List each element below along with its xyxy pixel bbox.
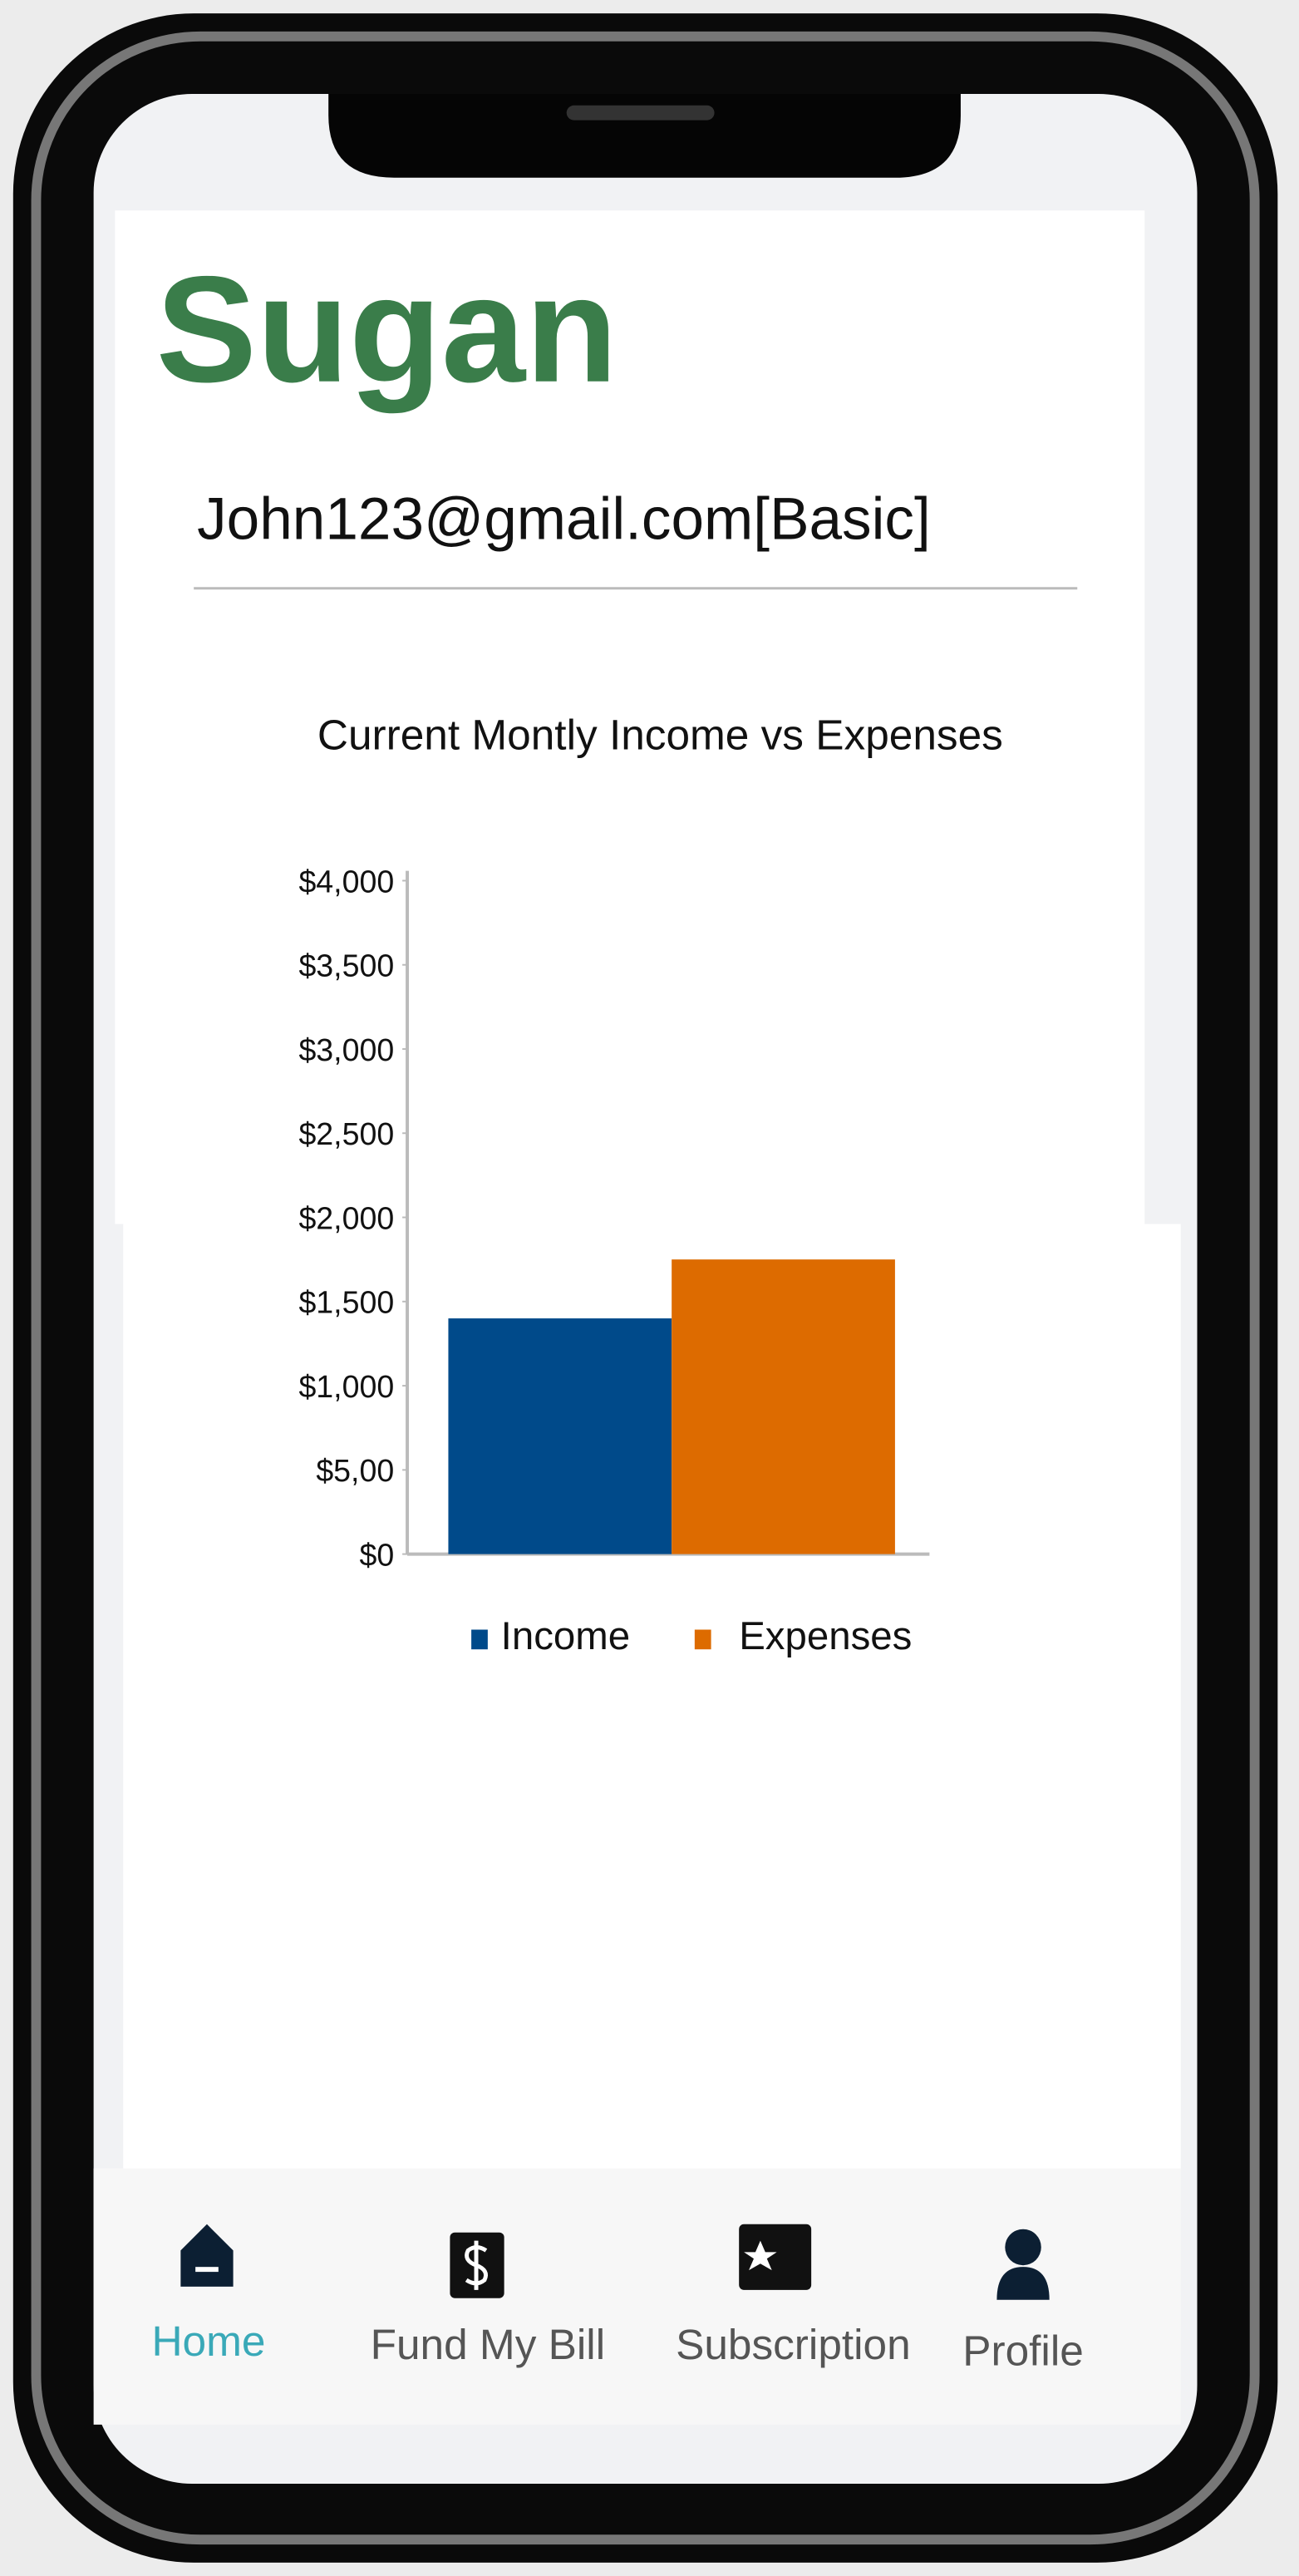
home-icon[interactable] <box>180 2224 234 2287</box>
y-tick-label: $1,500 <box>298 1285 394 1320</box>
account: John123@gmail.com[Basic] <box>197 486 931 552</box>
home-icon-detail <box>195 2267 219 2273</box>
legend-label: Income <box>501 1614 630 1658</box>
subscription-icon-detail <box>744 2240 777 2271</box>
y-tick-label: $5,00 <box>316 1453 394 1488</box>
y-tick-label: $2,500 <box>298 1116 394 1151</box>
y-tick-label: $0 <box>359 1537 394 1572</box>
chart-title: Current Montly Income vs Expenses <box>317 710 1003 758</box>
bar <box>448 1318 672 1554</box>
phone-bezel <box>31 31 1260 2545</box>
fund-icon-detail <box>465 2240 488 2290</box>
app-title: Sugan <box>156 244 618 414</box>
y-tick-label: $3,000 <box>298 1032 394 1067</box>
legend-label: Expenses <box>739 1614 912 1658</box>
y-tick-label: $1,000 <box>298 1369 394 1404</box>
legend-swatch <box>694 1629 711 1650</box>
nav-item[interactable]: Fund My Bill <box>371 2320 606 2368</box>
legend-swatch <box>471 1629 488 1650</box>
bar <box>672 1259 895 1554</box>
notch <box>328 93 961 178</box>
y-tick-label: $4,000 <box>298 864 394 899</box>
profile-icon[interactable] <box>1005 2229 1041 2266</box>
profile-icon[interactable] <box>996 2267 1050 2300</box>
y-tick-label: $3,500 <box>298 948 394 983</box>
nav-item[interactable]: Profile <box>962 2327 1084 2375</box>
nav-item[interactable]: Subscription <box>676 2320 911 2368</box>
subscription-icon[interactable] <box>739 2224 812 2290</box>
nav-item[interactable]: Home <box>151 2317 265 2365</box>
y-tick-label: $2,000 <box>298 1200 394 1235</box>
chart: $0 $5,00 $1,000 $1,500 $2,000 $2,500 $3,000 $3,… <box>298 864 930 1658</box>
panel <box>115 210 1145 1224</box>
speaker <box>566 105 715 121</box>
